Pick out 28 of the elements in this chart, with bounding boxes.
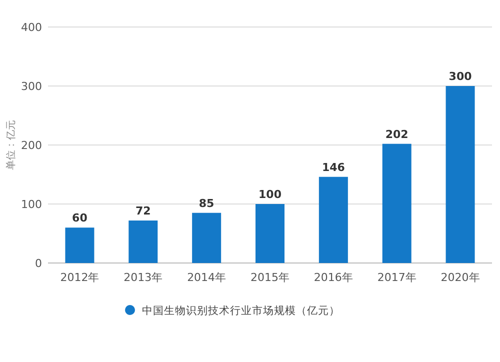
data-label: 85 (198, 196, 214, 210)
y-tick-label: 400 (21, 21, 42, 34)
bar (446, 86, 475, 263)
x-tick-label: 2013年 (124, 271, 163, 284)
data-label: 60 (72, 212, 88, 225)
y-tick-label: 100 (21, 198, 42, 211)
y-tick-label: 300 (21, 80, 42, 93)
bar (318, 176, 348, 263)
y-tick-label: 200 (21, 139, 42, 152)
data-label: 146 (322, 160, 346, 174)
data-label: 72 (135, 204, 151, 218)
y-tick-label: 0 (35, 257, 42, 270)
data-label: 202 (385, 128, 408, 141)
bar (128, 220, 158, 263)
x-tick-label: 2020年 (440, 271, 480, 284)
x-tick-label: 2015年 (250, 271, 290, 284)
data-label: 100 (258, 188, 282, 201)
x-tick-label: 2016年 (314, 271, 353, 284)
y-axis-title: 单位：亿元 (5, 120, 17, 170)
bar (65, 228, 94, 263)
bar (382, 144, 412, 263)
x-tick-label: 2012年 (60, 271, 100, 284)
bar (256, 204, 284, 263)
x-tick-label: 2017年 (377, 271, 416, 284)
bar (192, 212, 222, 263)
x-tick-label: 2014年 (187, 271, 226, 284)
data-label: 300 (448, 70, 472, 83)
legend-label: 中国生物识别技术行业市场规模（亿元） (142, 304, 340, 317)
